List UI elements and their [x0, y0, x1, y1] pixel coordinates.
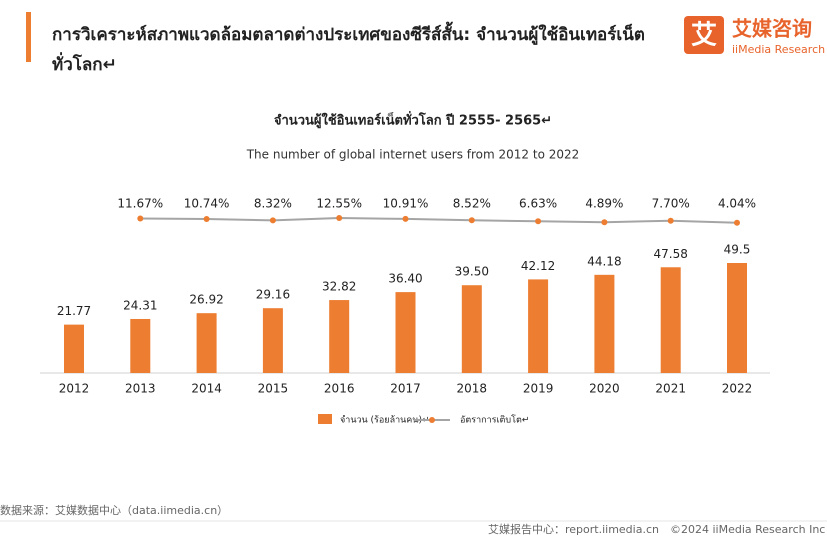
x-tick-label: 2014: [191, 382, 222, 396]
growth-marker: [203, 216, 210, 223]
growth-marker: [269, 217, 276, 224]
bar: [262, 308, 283, 373]
bar: [727, 263, 747, 373]
growth-marker: [734, 219, 740, 226]
footer-source: 数据来源：艾媒数据中心（data.iimedia.cn）: [0, 503, 228, 517]
bar-value-label: 49.5: [724, 243, 751, 257]
growth-value-label: 10.91%: [383, 197, 429, 211]
growth-marker: [601, 219, 608, 226]
page-title: การวิเคราะห์สภาพแวดล้อมตลาดต่างประเทศของ…: [52, 21, 645, 46]
growth-value-label: 4.04%: [718, 197, 756, 211]
bar-value-label: 21.77: [57, 304, 91, 318]
bar-value-label: 32.82: [322, 280, 356, 294]
bar-value-label: 24.31: [123, 298, 157, 312]
footer-report: 艾媒报告中心：report.iimedia.cn: [488, 522, 659, 536]
brand-en: iiMedia Research: [732, 43, 825, 56]
bar: [329, 300, 350, 373]
bar-value-label: 44.18: [587, 254, 621, 268]
bar-value-label: 47.58: [654, 247, 688, 261]
x-tick-label: 2022: [722, 382, 753, 396]
growth-marker: [137, 215, 144, 222]
chart-title: จำนวนผู้ใช้อินเทอร์เน็ตทั่วโลก ปี 2555- …: [274, 111, 552, 129]
x-tick-label: 2013: [125, 382, 156, 396]
x-tick-label: 2018: [457, 382, 488, 396]
logo-mark-bg: [684, 16, 724, 54]
growth-value-label: 8.52%: [453, 197, 491, 211]
bar: [395, 292, 416, 373]
accent-bar: [26, 12, 31, 62]
page-title: ทั่วโลก↵: [52, 52, 117, 75]
x-tick-label: 2019: [523, 382, 554, 396]
legend-label: จำนวน (ร้อยล้านคน)↵: [340, 415, 430, 426]
chart-subtitle: The number of global internet users from…: [246, 148, 580, 162]
x-tick-label: 2012: [59, 382, 90, 396]
growth-marker: [468, 217, 475, 224]
bar: [594, 274, 615, 373]
bar: [64, 324, 84, 373]
growth-marker: [667, 217, 674, 224]
legend-label: อัตราการเติบโต↵: [460, 415, 529, 426]
x-tick-label: 2017: [390, 382, 421, 396]
bar-value-label: 29.16: [256, 288, 290, 302]
growth-value-label: 10.74%: [184, 197, 230, 211]
x-tick-label: 2016: [324, 382, 355, 396]
bar: [130, 318, 151, 373]
growth-marker: [535, 218, 542, 225]
growth-value-label: 7.70%: [652, 197, 690, 211]
growth-marker: [402, 215, 409, 222]
bar: [528, 279, 549, 373]
growth-value-label: 11.67%: [117, 197, 163, 211]
footer-copyright: ©2024 iiMedia Research Inc: [670, 523, 825, 536]
x-tick-label: 2021: [655, 382, 686, 396]
growth-value-label: 6.63%: [519, 197, 557, 211]
x-tick-label: 2015: [258, 382, 289, 396]
bar: [196, 313, 217, 373]
growth-marker: [336, 215, 343, 221]
growth-value-label: 4.89%: [585, 197, 623, 211]
bar-value-label: 36.40: [388, 272, 422, 286]
logo-mark: 艾: [691, 21, 717, 51]
bar: [660, 267, 681, 373]
x-tick-label: 2020: [589, 382, 620, 396]
growth-value-label: 12.55%: [316, 197, 362, 211]
growth-line: [140, 216, 738, 224]
bar-value-label: 26.92: [189, 293, 223, 307]
growth-value-label: 8.32%: [254, 197, 292, 211]
bar-value-label: 39.50: [455, 265, 489, 279]
legend-swatch: [318, 414, 332, 424]
legend-marker: [429, 417, 435, 423]
brand: 艾媒咨询: [732, 17, 812, 41]
bar: [461, 285, 482, 373]
bar-value-label: 42.12: [521, 259, 555, 273]
